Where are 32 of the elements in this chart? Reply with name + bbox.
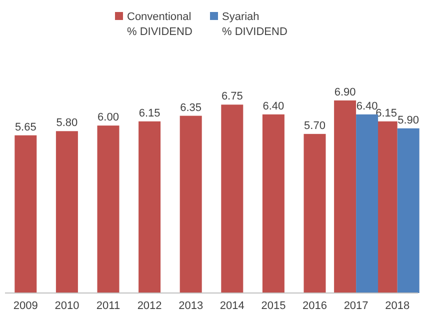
- bar: [262, 114, 284, 293]
- bar: [180, 116, 202, 293]
- data-label: 6.75: [221, 90, 243, 103]
- bar: [221, 104, 244, 293]
- data-label: 6.15: [138, 107, 160, 120]
- x-tick-label: 2015: [261, 300, 286, 312]
- data-label: 6.15: [376, 107, 398, 120]
- data-label: 6.40: [262, 100, 284, 112]
- bar: [138, 121, 161, 293]
- data-label: 6.35: [180, 102, 202, 114]
- legend-label: Syariah % DIVIDEND: [222, 11, 288, 38]
- bar: [304, 134, 326, 293]
- data-label: 5.65: [14, 121, 36, 134]
- data-label: 6.90: [334, 86, 356, 98]
- x-tick-label: 2010: [54, 300, 80, 312]
- bar: [56, 131, 78, 293]
- data-label: 5.90: [398, 114, 420, 126]
- data-label: 5.70: [304, 120, 326, 132]
- data-label: 5.80: [56, 117, 78, 130]
- x-tick-label: 2018: [385, 300, 410, 312]
- x-tick-label: 2012: [137, 300, 162, 312]
- data-label: 6.00: [98, 112, 119, 124]
- x-tick-label: 2013: [178, 300, 204, 312]
- x-tick-label: 2011: [96, 300, 120, 312]
- x-tick-label: 2016: [302, 300, 327, 312]
- bar: [97, 126, 120, 293]
- x-tick-label: 2009: [13, 300, 38, 312]
- bar: [397, 128, 420, 293]
- legend-label: Conventional % DIVIDEND: [127, 11, 192, 38]
- bar: [14, 135, 37, 293]
- x-tick-label: 2014: [220, 300, 244, 312]
- x-tick-label: 2017: [344, 300, 368, 312]
